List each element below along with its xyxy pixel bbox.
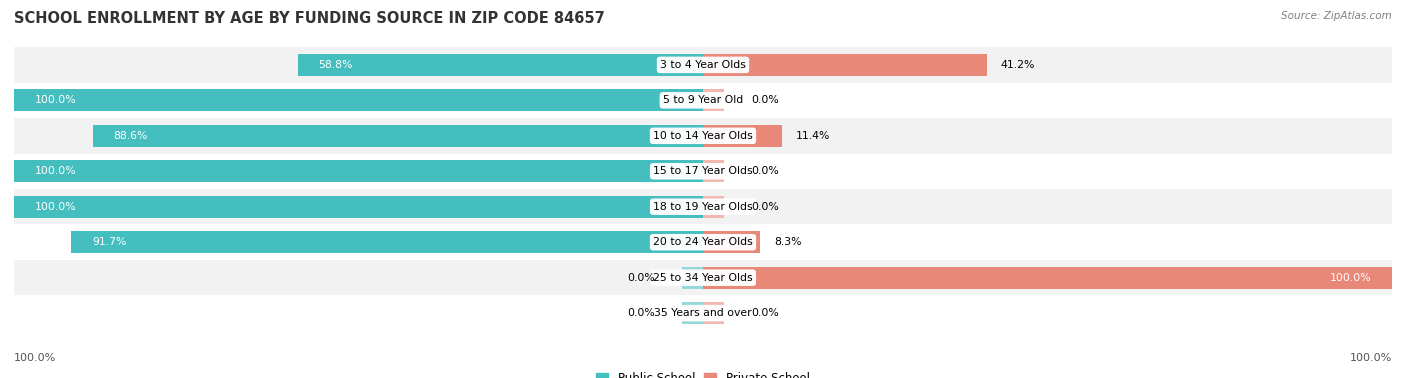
Text: 88.6%: 88.6%	[114, 131, 148, 141]
Text: 25 to 34 Year Olds: 25 to 34 Year Olds	[654, 273, 752, 283]
Text: 91.7%: 91.7%	[91, 237, 127, 247]
Bar	[14, 153, 1392, 189]
Text: 41.2%: 41.2%	[1001, 60, 1035, 70]
Bar	[703, 160, 724, 182]
Text: 10 to 14 Year Olds: 10 to 14 Year Olds	[654, 131, 752, 141]
Bar	[14, 260, 1392, 295]
Bar	[14, 118, 1392, 153]
Text: 0.0%: 0.0%	[751, 166, 779, 176]
Text: 100.0%: 100.0%	[14, 353, 56, 363]
Bar	[14, 47, 1392, 83]
Text: 5 to 9 Year Old: 5 to 9 Year Old	[662, 95, 744, 105]
Text: 35 Years and over: 35 Years and over	[654, 308, 752, 318]
Text: 11.4%: 11.4%	[796, 131, 830, 141]
Text: 20 to 24 Year Olds: 20 to 24 Year Olds	[654, 237, 752, 247]
Text: 0.0%: 0.0%	[751, 202, 779, 212]
Bar	[14, 83, 1392, 118]
Text: 8.3%: 8.3%	[773, 237, 801, 247]
Bar	[14, 189, 1392, 225]
Bar	[93, 125, 703, 147]
Bar	[14, 89, 703, 112]
Bar	[682, 302, 703, 324]
Bar	[14, 225, 1392, 260]
Text: 100.0%: 100.0%	[35, 95, 76, 105]
Bar	[682, 266, 703, 289]
Bar	[703, 54, 987, 76]
Bar	[703, 231, 761, 253]
Bar	[14, 295, 1392, 331]
Bar	[703, 125, 782, 147]
Bar	[703, 266, 1392, 289]
Text: 0.0%: 0.0%	[751, 308, 779, 318]
Text: 0.0%: 0.0%	[751, 95, 779, 105]
Bar	[703, 302, 724, 324]
Text: 100.0%: 100.0%	[1330, 273, 1371, 283]
Bar	[14, 196, 703, 218]
Text: 15 to 17 Year Olds: 15 to 17 Year Olds	[654, 166, 752, 176]
Text: 3 to 4 Year Olds: 3 to 4 Year Olds	[659, 60, 747, 70]
Bar	[298, 54, 703, 76]
Text: SCHOOL ENROLLMENT BY AGE BY FUNDING SOURCE IN ZIP CODE 84657: SCHOOL ENROLLMENT BY AGE BY FUNDING SOUR…	[14, 11, 605, 26]
Text: 18 to 19 Year Olds: 18 to 19 Year Olds	[654, 202, 752, 212]
Text: 100.0%: 100.0%	[35, 166, 76, 176]
Text: 58.8%: 58.8%	[319, 60, 353, 70]
Bar	[703, 196, 724, 218]
Text: 100.0%: 100.0%	[1350, 353, 1392, 363]
Text: 0.0%: 0.0%	[627, 273, 655, 283]
Text: 0.0%: 0.0%	[627, 308, 655, 318]
Bar	[703, 89, 724, 112]
Legend: Public School, Private School: Public School, Private School	[592, 367, 814, 378]
Text: Source: ZipAtlas.com: Source: ZipAtlas.com	[1281, 11, 1392, 21]
Bar	[14, 160, 703, 182]
Bar	[72, 231, 703, 253]
Text: 100.0%: 100.0%	[35, 202, 76, 212]
